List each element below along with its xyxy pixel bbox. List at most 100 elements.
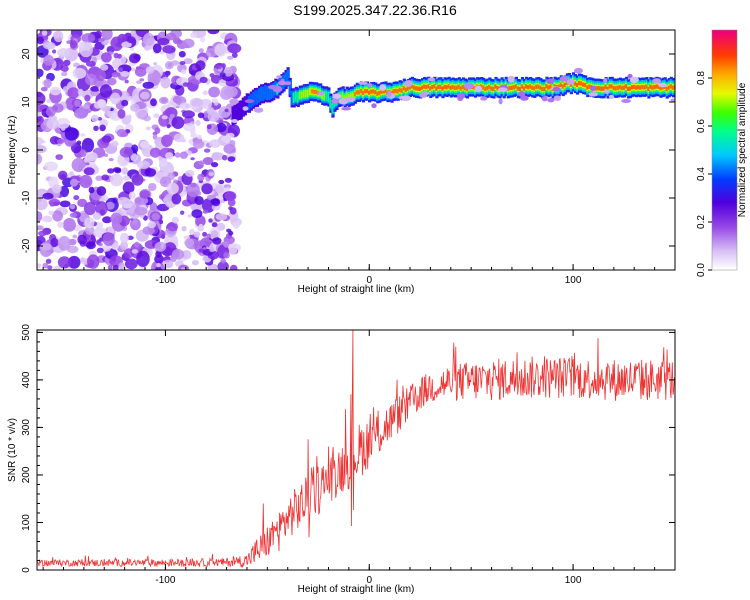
noise-blob xyxy=(121,41,132,48)
noise-blob xyxy=(196,134,202,140)
signal-cell xyxy=(378,91,382,96)
colorbar-stripe xyxy=(712,148,737,151)
noise-blob xyxy=(178,51,186,58)
noise-blob xyxy=(112,264,119,270)
signal-cell xyxy=(251,92,256,107)
signal-cell xyxy=(608,84,612,89)
signal-cell xyxy=(573,81,578,86)
spectrogram-y-axis-label: Frequency (Hz) xyxy=(7,116,18,185)
signal-cell xyxy=(541,86,545,92)
signal-cell xyxy=(520,84,525,89)
noise-blob xyxy=(122,181,135,194)
snr-y-tick-label: 200 xyxy=(21,466,32,483)
noise-blob xyxy=(205,48,217,58)
signal-cell xyxy=(631,85,635,90)
snr-y-tick-label: 500 xyxy=(21,324,32,341)
signal-cell xyxy=(268,85,272,100)
colorbar-label: Normalized spectral amplitude xyxy=(737,82,748,217)
colorbar-stripe xyxy=(712,226,737,229)
noise-blob xyxy=(179,61,186,65)
noise-blob xyxy=(195,119,201,126)
noise-blob xyxy=(198,160,205,166)
colorbar-stripe xyxy=(712,184,737,187)
noise-blob xyxy=(224,187,231,193)
signal-cell xyxy=(451,84,455,90)
colorbar-stripe xyxy=(712,32,737,35)
noise-blob xyxy=(95,175,104,181)
signal-cell xyxy=(557,84,561,89)
noise-blob xyxy=(127,96,135,101)
noise-blob xyxy=(127,114,132,120)
side-blob xyxy=(670,98,675,102)
noise-blob xyxy=(95,201,108,216)
signal-cell xyxy=(376,91,380,96)
signal-cell xyxy=(618,85,622,90)
noise-blob xyxy=(165,152,174,160)
signal-cell xyxy=(237,100,241,120)
noise-blob xyxy=(94,30,102,39)
noise-blob xyxy=(224,108,229,113)
colorbar-stripe xyxy=(712,70,737,73)
signal-cell xyxy=(247,96,251,111)
colorbar-stripe xyxy=(712,34,737,37)
noise-blob xyxy=(193,231,201,238)
noise-blob xyxy=(110,36,124,52)
noise-blob xyxy=(129,53,141,64)
side-blob xyxy=(317,91,325,96)
noise-blob xyxy=(226,228,232,233)
noise-blob xyxy=(40,86,48,92)
side-blob xyxy=(268,85,278,90)
signal-cell xyxy=(559,82,563,87)
noise-blob xyxy=(101,135,112,143)
noise-blob xyxy=(79,174,93,189)
noise-blob xyxy=(231,52,238,58)
colorbar-stripe xyxy=(712,168,737,171)
noise-blob xyxy=(37,225,44,231)
noise-blob xyxy=(53,265,61,270)
signal-cell xyxy=(514,84,518,89)
noise-blob xyxy=(208,218,213,223)
noise-blob xyxy=(83,104,90,110)
signal-cell xyxy=(649,84,653,89)
noise-blob xyxy=(130,67,136,72)
noise-blob xyxy=(166,32,177,41)
noise-blob xyxy=(136,250,150,267)
signal-cell xyxy=(278,78,282,93)
spectrogram-y-tick-label: 0 xyxy=(21,147,32,153)
signal-cell xyxy=(270,84,274,99)
noise-blob xyxy=(107,265,113,270)
side-blob xyxy=(608,94,615,100)
signal-cell xyxy=(455,85,459,90)
side-blob xyxy=(621,99,632,103)
noise-blob xyxy=(180,210,185,215)
noise-blob xyxy=(91,114,99,123)
signal-cell xyxy=(598,86,602,91)
side-blob xyxy=(603,78,608,83)
noise-blob xyxy=(200,99,212,109)
noise-blob xyxy=(98,37,105,42)
signal-cell xyxy=(582,82,586,87)
noise-blob xyxy=(98,242,103,247)
noise-blob xyxy=(143,32,155,47)
noise-blob xyxy=(211,152,225,161)
noise-blob xyxy=(37,92,46,106)
noise-blob xyxy=(191,209,203,219)
snr-x-tick-label: -100 xyxy=(155,575,175,586)
noise-blob xyxy=(180,69,187,75)
colorbar-stripe xyxy=(712,146,737,149)
noise-blob xyxy=(101,30,113,40)
noise-blob xyxy=(215,213,228,221)
colorbar-stripe xyxy=(712,186,737,189)
noise-blob xyxy=(110,212,123,225)
noise-blob xyxy=(184,44,190,49)
noise-blob xyxy=(117,109,126,119)
colorbar-stripe xyxy=(712,166,737,169)
signal-cell xyxy=(412,85,417,90)
noise-blob xyxy=(215,185,224,194)
noise-blob xyxy=(46,98,51,104)
noise-blob xyxy=(43,78,52,89)
noise-blob xyxy=(45,106,56,117)
noise-blob xyxy=(134,206,148,216)
side-blob xyxy=(331,98,339,104)
noise-blob xyxy=(209,246,215,253)
